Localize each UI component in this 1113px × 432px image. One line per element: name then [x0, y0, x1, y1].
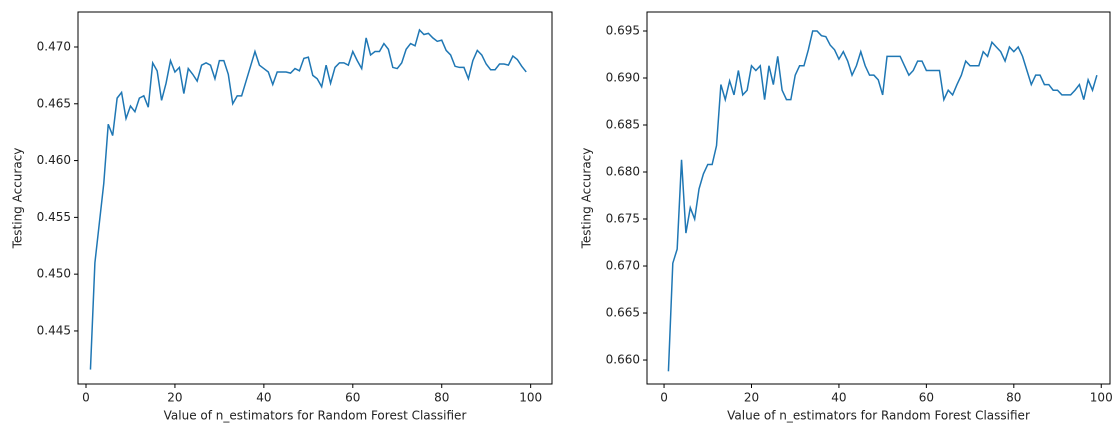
y-axis-label: Testing Accuracy: [11, 148, 25, 250]
x-tick-label: 60: [345, 391, 360, 405]
x-tick-label: 20: [744, 391, 759, 405]
y-tick-label: 0.680: [606, 165, 640, 179]
y-tick-label: 0.685: [606, 118, 640, 132]
y-tick-label: 0.670: [606, 259, 640, 273]
y-tick-label: 0.465: [37, 96, 71, 110]
y-tick-label: 0.455: [37, 210, 71, 224]
x-tick-label: 20: [167, 391, 182, 405]
x-tick-label: 60: [919, 391, 934, 405]
x-tick-label: 80: [1006, 391, 1021, 405]
x-tick-label: 100: [1090, 391, 1113, 405]
x-tick-label: 40: [831, 391, 846, 405]
y-tick-label: 0.690: [606, 70, 640, 84]
y-tick-label: 0.450: [37, 267, 71, 281]
y-tick-label: 0.460: [37, 153, 71, 167]
axes-frame: [646, 11, 1111, 385]
y-tick-label: 0.470: [37, 39, 71, 53]
y-tick-label: 0.675: [606, 212, 640, 226]
x-tick-label: 0: [660, 391, 668, 405]
y-tick-label: 0.665: [606, 306, 640, 320]
x-tick-label: 80: [434, 391, 449, 405]
y-tick-label: 0.695: [606, 23, 640, 37]
x-axis-label: Value of n_estimators for Random Forest …: [727, 409, 1030, 423]
y-tick-label: 0.445: [37, 323, 71, 337]
axes-frame: [77, 11, 553, 385]
x-axis-label: Value of n_estimators for Random Forest …: [164, 409, 467, 423]
x-tick-label: 100: [519, 391, 542, 405]
line: [667, 30, 1098, 372]
line: [89, 28, 527, 370]
y-tick-label: 0.660: [606, 353, 640, 367]
x-tick-label: 0: [82, 391, 90, 405]
y-axis-label: Testing Accuracy: [580, 148, 594, 250]
x-tick-label: 40: [256, 391, 271, 405]
